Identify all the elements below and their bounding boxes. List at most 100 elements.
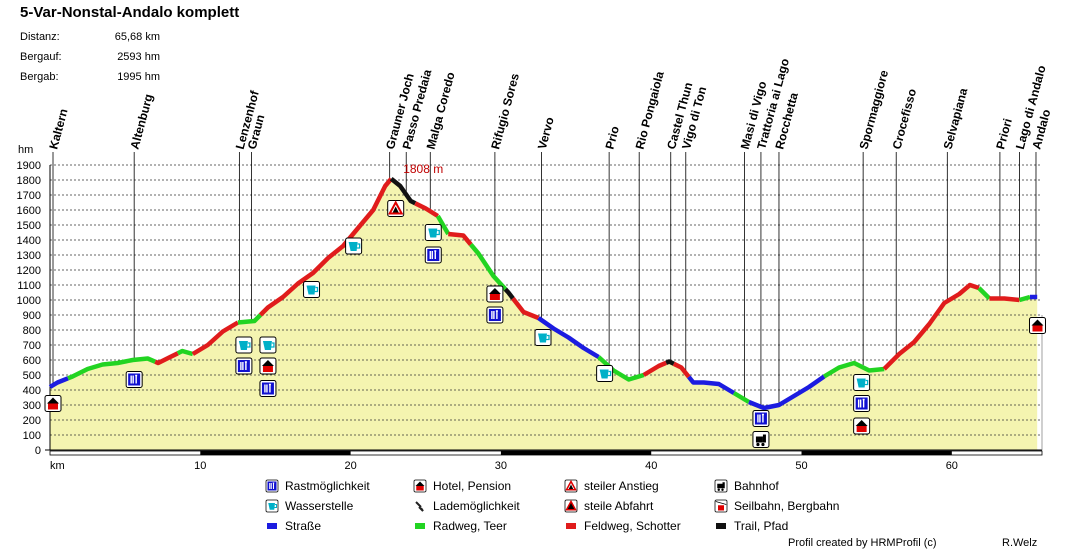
train-wheel [717,488,720,491]
cup-handle [274,504,277,508]
train-body [755,436,763,443]
legend-trail-icon [716,523,726,529]
marker-restaurant-icon [125,371,143,388]
triangle-glyph [565,499,577,511]
profile-segment-cycle [237,313,262,325]
legend-label: Radweg, Teer [433,519,507,533]
cup-glyph [238,341,248,350]
marker-restaurant-icon [752,410,770,427]
house-glyph [856,426,867,432]
y-tick-label: 1000 [17,295,41,307]
cable-line [715,501,727,505]
legend-item: steiler Anstieg [564,479,659,493]
credit-text: Profil created by HRMProfil (c) [788,537,937,549]
waypoint-label: Crocefisso [890,87,920,151]
marker-hotel-icon [486,285,504,303]
legend-steep-down-icon [564,499,578,513]
cup-glyph [428,228,438,238]
profile-segment-gravel [154,351,179,366]
icon-bg [754,412,767,425]
max-elevation-label: 1808 m [403,162,443,176]
legend-cycle-icon [415,523,425,529]
profile-segment-gravel [414,201,439,218]
legend-restaurant-icon [265,479,279,493]
profile-segment-cycle [977,286,991,301]
y-tick-label: 1300 [17,250,41,262]
y-tick-label: 1800 [17,175,41,187]
x-tick-label: 10 [194,460,206,472]
icon-bg [855,397,868,410]
profile-segment-gravel [191,320,240,356]
icon-bg [427,249,440,261]
legend-swatch [716,523,726,529]
cutlery-glyph [130,374,138,384]
profile-segment-trail [503,287,515,300]
cabin-glyph [718,505,724,511]
y-tick-label: 1200 [17,265,41,277]
train-body [717,483,723,489]
legend-steep-up-icon [564,479,578,493]
x-tick-label: 50 [795,460,807,472]
y-tick-label: 900 [23,310,41,322]
train-wheel [756,442,760,447]
cup-handle [356,243,361,249]
cup-handle [864,379,869,386]
profile-segment-cycle [176,348,194,357]
profile-segment-trail [665,359,675,366]
profile-segment-cycle [1018,294,1031,303]
legend-item: Wasserstelle [265,499,354,513]
y-tick-label: 500 [23,370,41,382]
y-tick-label: 1500 [17,220,41,232]
cup-glyph [262,341,272,350]
legend-water-icon [265,499,279,513]
marker-restaurant-icon [486,306,504,324]
legend-label: Feldweg, Schotter [584,519,681,533]
house-glyph [262,366,273,372]
train-cab [762,434,766,443]
cutlery-glyph [491,310,498,319]
waypoint-label: Altenburg [128,92,156,150]
marker-water-icon [424,224,442,241]
marker-hotel-icon [1028,317,1046,334]
cutlery-glyph [264,383,271,393]
legend-item: steile Abfahrt [564,499,654,513]
marker-water-icon [853,374,871,391]
profile-segment-gravel [258,177,393,317]
marker-restaurant-icon [424,246,442,264]
legend-charging-icon [415,501,424,512]
legend-swatch [566,523,576,529]
house-glyph [416,486,424,491]
y-tick-label: 1600 [17,205,41,217]
profile-segment-cycle [435,214,451,236]
y-tick-label: 1400 [17,235,41,247]
legend-item: Trail, Pfad [716,519,788,533]
cutlery-glyph [757,413,764,423]
stat-distance-value: 65,68 km [114,31,160,43]
marker-water-icon [303,281,321,298]
marker-train-icon [752,431,770,448]
legend-label: Rastmöglichkeit [285,479,370,493]
y-tick-label: 1100 [17,280,41,292]
legend-label: Straße [285,519,321,533]
legend-item: Lademöglichkeit [415,499,520,513]
cup-glyph [599,369,609,379]
x-axis-band-segment [801,451,952,455]
legend-label: steile Abfahrt [584,499,654,513]
legend-item: Bahnhof [714,479,779,493]
cup-glyph [348,242,358,251]
waypoint-label: Vervo [535,116,557,151]
marker-hotel-icon [853,417,871,435]
cutlery-glyph [429,250,437,259]
cup-handle [545,334,550,341]
marker-steep-up-icon [387,200,405,217]
x-tick-label: 60 [946,460,958,472]
x-tick-label: 20 [344,460,356,472]
legend-hotel-icon [413,479,427,493]
profile-area [50,178,1038,451]
icon-bg [128,373,141,386]
profile-segment-cycle [597,355,645,382]
house-glyph [1032,325,1043,332]
y-tick-label: 200 [23,415,41,427]
legend-label: Bahnhof [734,479,779,493]
